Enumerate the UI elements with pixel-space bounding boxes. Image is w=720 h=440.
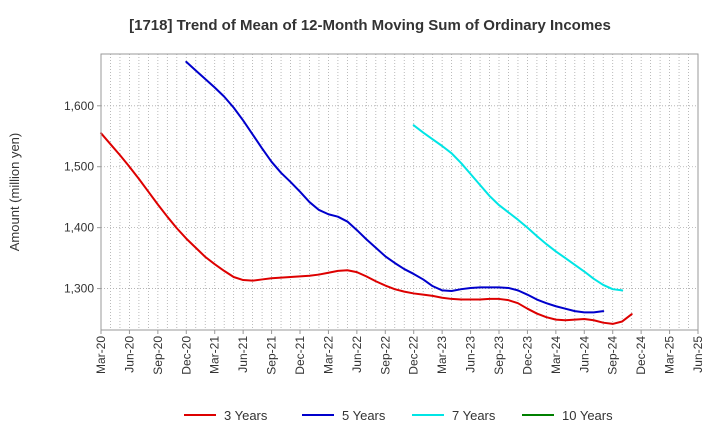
legend-label-10-years: 10 Years	[562, 408, 613, 423]
x-axis-ticks: Mar-20 Jun-20 Sep-20 Dec-20 Mar-21 Jun-21 Sep-…	[94, 330, 705, 375]
x-tick-label: Dec-20	[179, 336, 193, 375]
x-tick-label: Mar-22	[321, 336, 335, 374]
x-tick-label: Dec-23	[520, 336, 534, 375]
x-tick-label: Mar-20	[94, 336, 108, 374]
x-tick-label: Mar-23	[435, 336, 449, 374]
x-tick-label: Sep-24	[606, 336, 620, 375]
x-tick-label: Dec-22	[407, 336, 421, 375]
y-tick-label: 1,300	[64, 282, 94, 296]
x-tick-label: Jun-23	[464, 336, 478, 373]
legend-label-7-years: 7 Years	[452, 408, 496, 423]
x-tick-label: Jun-20	[122, 336, 136, 373]
x-tick-label: Jun-21	[236, 336, 250, 373]
x-tick-label: Jun-24	[577, 336, 591, 373]
x-tick-label: Sep-22	[378, 336, 392, 375]
plot-area	[101, 54, 698, 330]
x-tick-label: Mar-21	[208, 336, 222, 374]
series-lines	[100, 60, 633, 325]
x-gridlines	[110, 54, 689, 330]
y-tick-label: 1,500	[64, 160, 94, 174]
chart-title: [1718] Trend of Mean of 12-Month Moving …	[129, 17, 611, 34]
x-tick-label: Dec-24	[634, 336, 648, 375]
y-gridlines	[101, 105, 698, 289]
y-axis-ticks: 1,300 1,400 1,500 1,600	[64, 99, 101, 296]
series-line-7-years	[412, 124, 624, 292]
legend: 3 Years 5 Years 7 Years 10 Years	[184, 408, 613, 423]
x-tick-label: Sep-23	[492, 336, 506, 375]
legend-label-3-years: 3 Years	[224, 408, 268, 423]
x-tick-label: Jun-25	[691, 336, 705, 373]
y-axis-label: Amount (million yen)	[7, 133, 22, 252]
series-line-5-years	[185, 60, 605, 314]
x-tick-label: Sep-21	[265, 336, 279, 375]
x-tick-label: Dec-21	[293, 336, 307, 375]
plot-frame	[100, 53, 699, 331]
x-tick-label: Jun-22	[350, 336, 364, 373]
legend-label-5-years: 5 Years	[342, 408, 386, 423]
x-tick-label: Mar-25	[663, 336, 677, 374]
x-tick-label: Mar-24	[549, 336, 563, 374]
series-line-3-years	[100, 132, 633, 325]
y-tick-label: 1,600	[64, 99, 94, 113]
y-tick-label: 1,400	[64, 221, 94, 235]
x-tick-label: Sep-20	[151, 336, 165, 375]
